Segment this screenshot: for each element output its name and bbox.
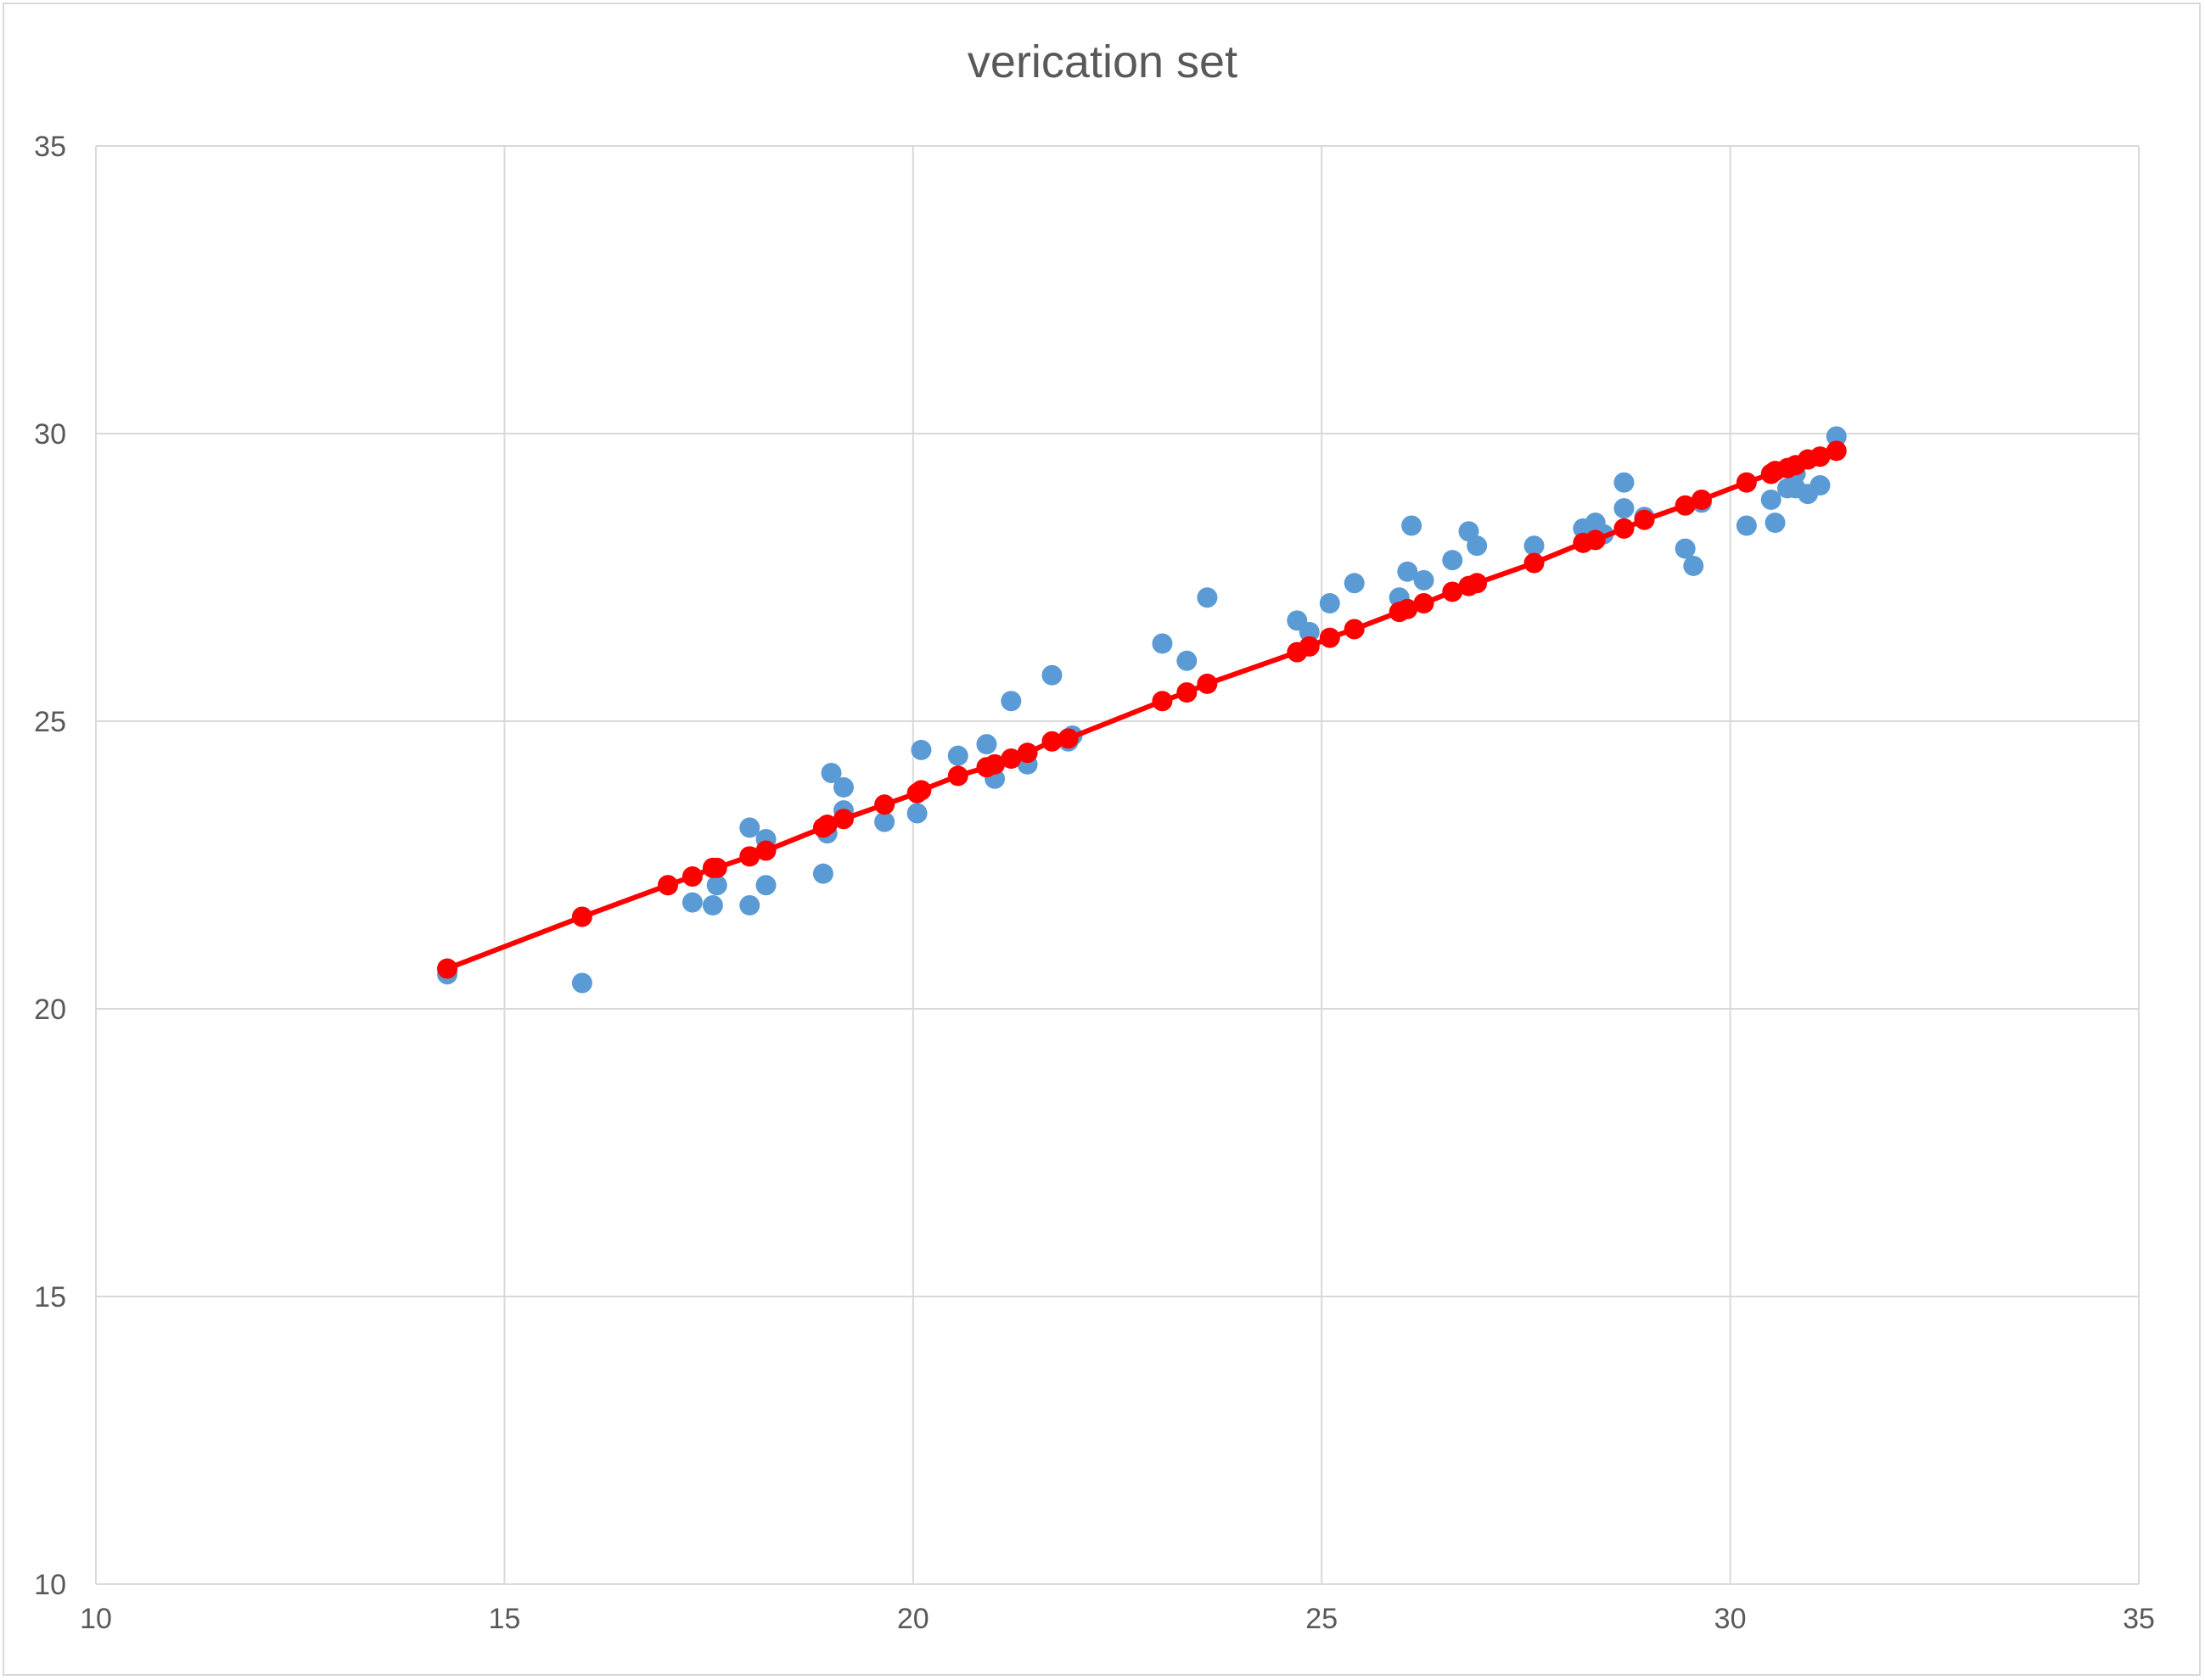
data-point (833, 809, 854, 830)
axis-tick-labels: 10 15 20 25 30 35 10 15 20 25 30 35 (34, 131, 2155, 1635)
data-point (874, 811, 895, 832)
data-point (833, 776, 854, 798)
chart-title: verication set (967, 36, 1238, 87)
data-point (1001, 748, 1022, 770)
gridlines (95, 145, 2140, 1585)
data-point (1809, 475, 1831, 496)
data-point (1634, 509, 1655, 530)
data-point (1736, 515, 1757, 536)
x-tick-label: 25 (1305, 1603, 1338, 1635)
x-tick-label: 20 (897, 1603, 929, 1635)
data-point (682, 866, 703, 888)
y-tick-label: 10 (34, 1569, 66, 1601)
data-point (1197, 673, 1218, 694)
data-point (702, 894, 723, 916)
data-point (1058, 728, 1079, 749)
x-tick-label: 35 (2123, 1603, 2155, 1635)
data-point (1675, 538, 1696, 559)
data-point (1467, 573, 1488, 594)
y-tick-label: 25 (34, 706, 66, 738)
data-point (1041, 731, 1063, 752)
data-point (1760, 489, 1781, 510)
data-point (1675, 495, 1696, 516)
data-point (571, 906, 592, 927)
data-point (1001, 691, 1022, 712)
data-point (1176, 650, 1198, 671)
data-point (1319, 593, 1340, 614)
data-point (821, 763, 842, 784)
data-point (1613, 472, 1635, 493)
data-point (1523, 552, 1545, 574)
data-point (739, 817, 760, 838)
data-point (976, 734, 997, 755)
data-point (437, 958, 458, 979)
data-point (1041, 664, 1063, 686)
data-point (985, 753, 1006, 775)
data-point (571, 972, 592, 994)
data-point (682, 892, 703, 913)
data-point (1344, 573, 1365, 594)
data-point (1152, 633, 1173, 654)
data-point (1442, 550, 1463, 571)
data-point (1413, 593, 1434, 614)
data-point (1585, 529, 1606, 551)
data-point (1176, 682, 1198, 703)
y-tick-label: 20 (34, 994, 66, 1026)
y-tick-label: 35 (34, 131, 66, 163)
series-layer (437, 426, 1847, 994)
data-point (1397, 598, 1418, 619)
data-point (1683, 555, 1704, 576)
y-tick-label: 30 (34, 418, 66, 451)
data-point (906, 803, 928, 824)
data-point (1765, 512, 1786, 534)
data-point (706, 875, 727, 896)
data-point (1736, 472, 1757, 493)
data-point (1401, 515, 1422, 536)
data-point (874, 794, 895, 815)
data-point (947, 765, 968, 787)
data-point (812, 863, 833, 884)
data-point (1397, 561, 1418, 582)
data-point (1442, 581, 1463, 602)
data-point (816, 815, 838, 836)
data-point (739, 894, 760, 916)
data-point (1809, 446, 1831, 468)
chart-frame (3, 3, 2201, 1676)
data-point (1017, 742, 1038, 764)
series-1 (437, 440, 1847, 979)
data-point (911, 780, 932, 801)
data-point (1691, 489, 1712, 510)
data-point (1467, 535, 1488, 557)
data-point (1152, 691, 1173, 712)
x-tick-label: 30 (1714, 1603, 1747, 1635)
data-point (1613, 498, 1635, 519)
data-point (1413, 569, 1434, 591)
data-point (1319, 627, 1340, 648)
data-point (755, 840, 777, 861)
data-point (1299, 636, 1320, 657)
data-point (1299, 621, 1320, 642)
data-point (706, 857, 727, 878)
data-point (1613, 518, 1635, 539)
x-tick-label: 15 (488, 1603, 520, 1635)
data-point (911, 739, 932, 760)
x-tick-label: 10 (80, 1603, 112, 1635)
data-point (739, 846, 760, 867)
data-point (1826, 426, 1847, 447)
data-point (947, 745, 968, 766)
y-tick-label: 15 (34, 1281, 66, 1313)
data-point (1523, 535, 1545, 557)
data-point (1344, 619, 1365, 640)
data-point (755, 875, 777, 896)
data-point (1197, 587, 1218, 608)
data-point (657, 875, 678, 896)
data-point (1826, 440, 1847, 462)
